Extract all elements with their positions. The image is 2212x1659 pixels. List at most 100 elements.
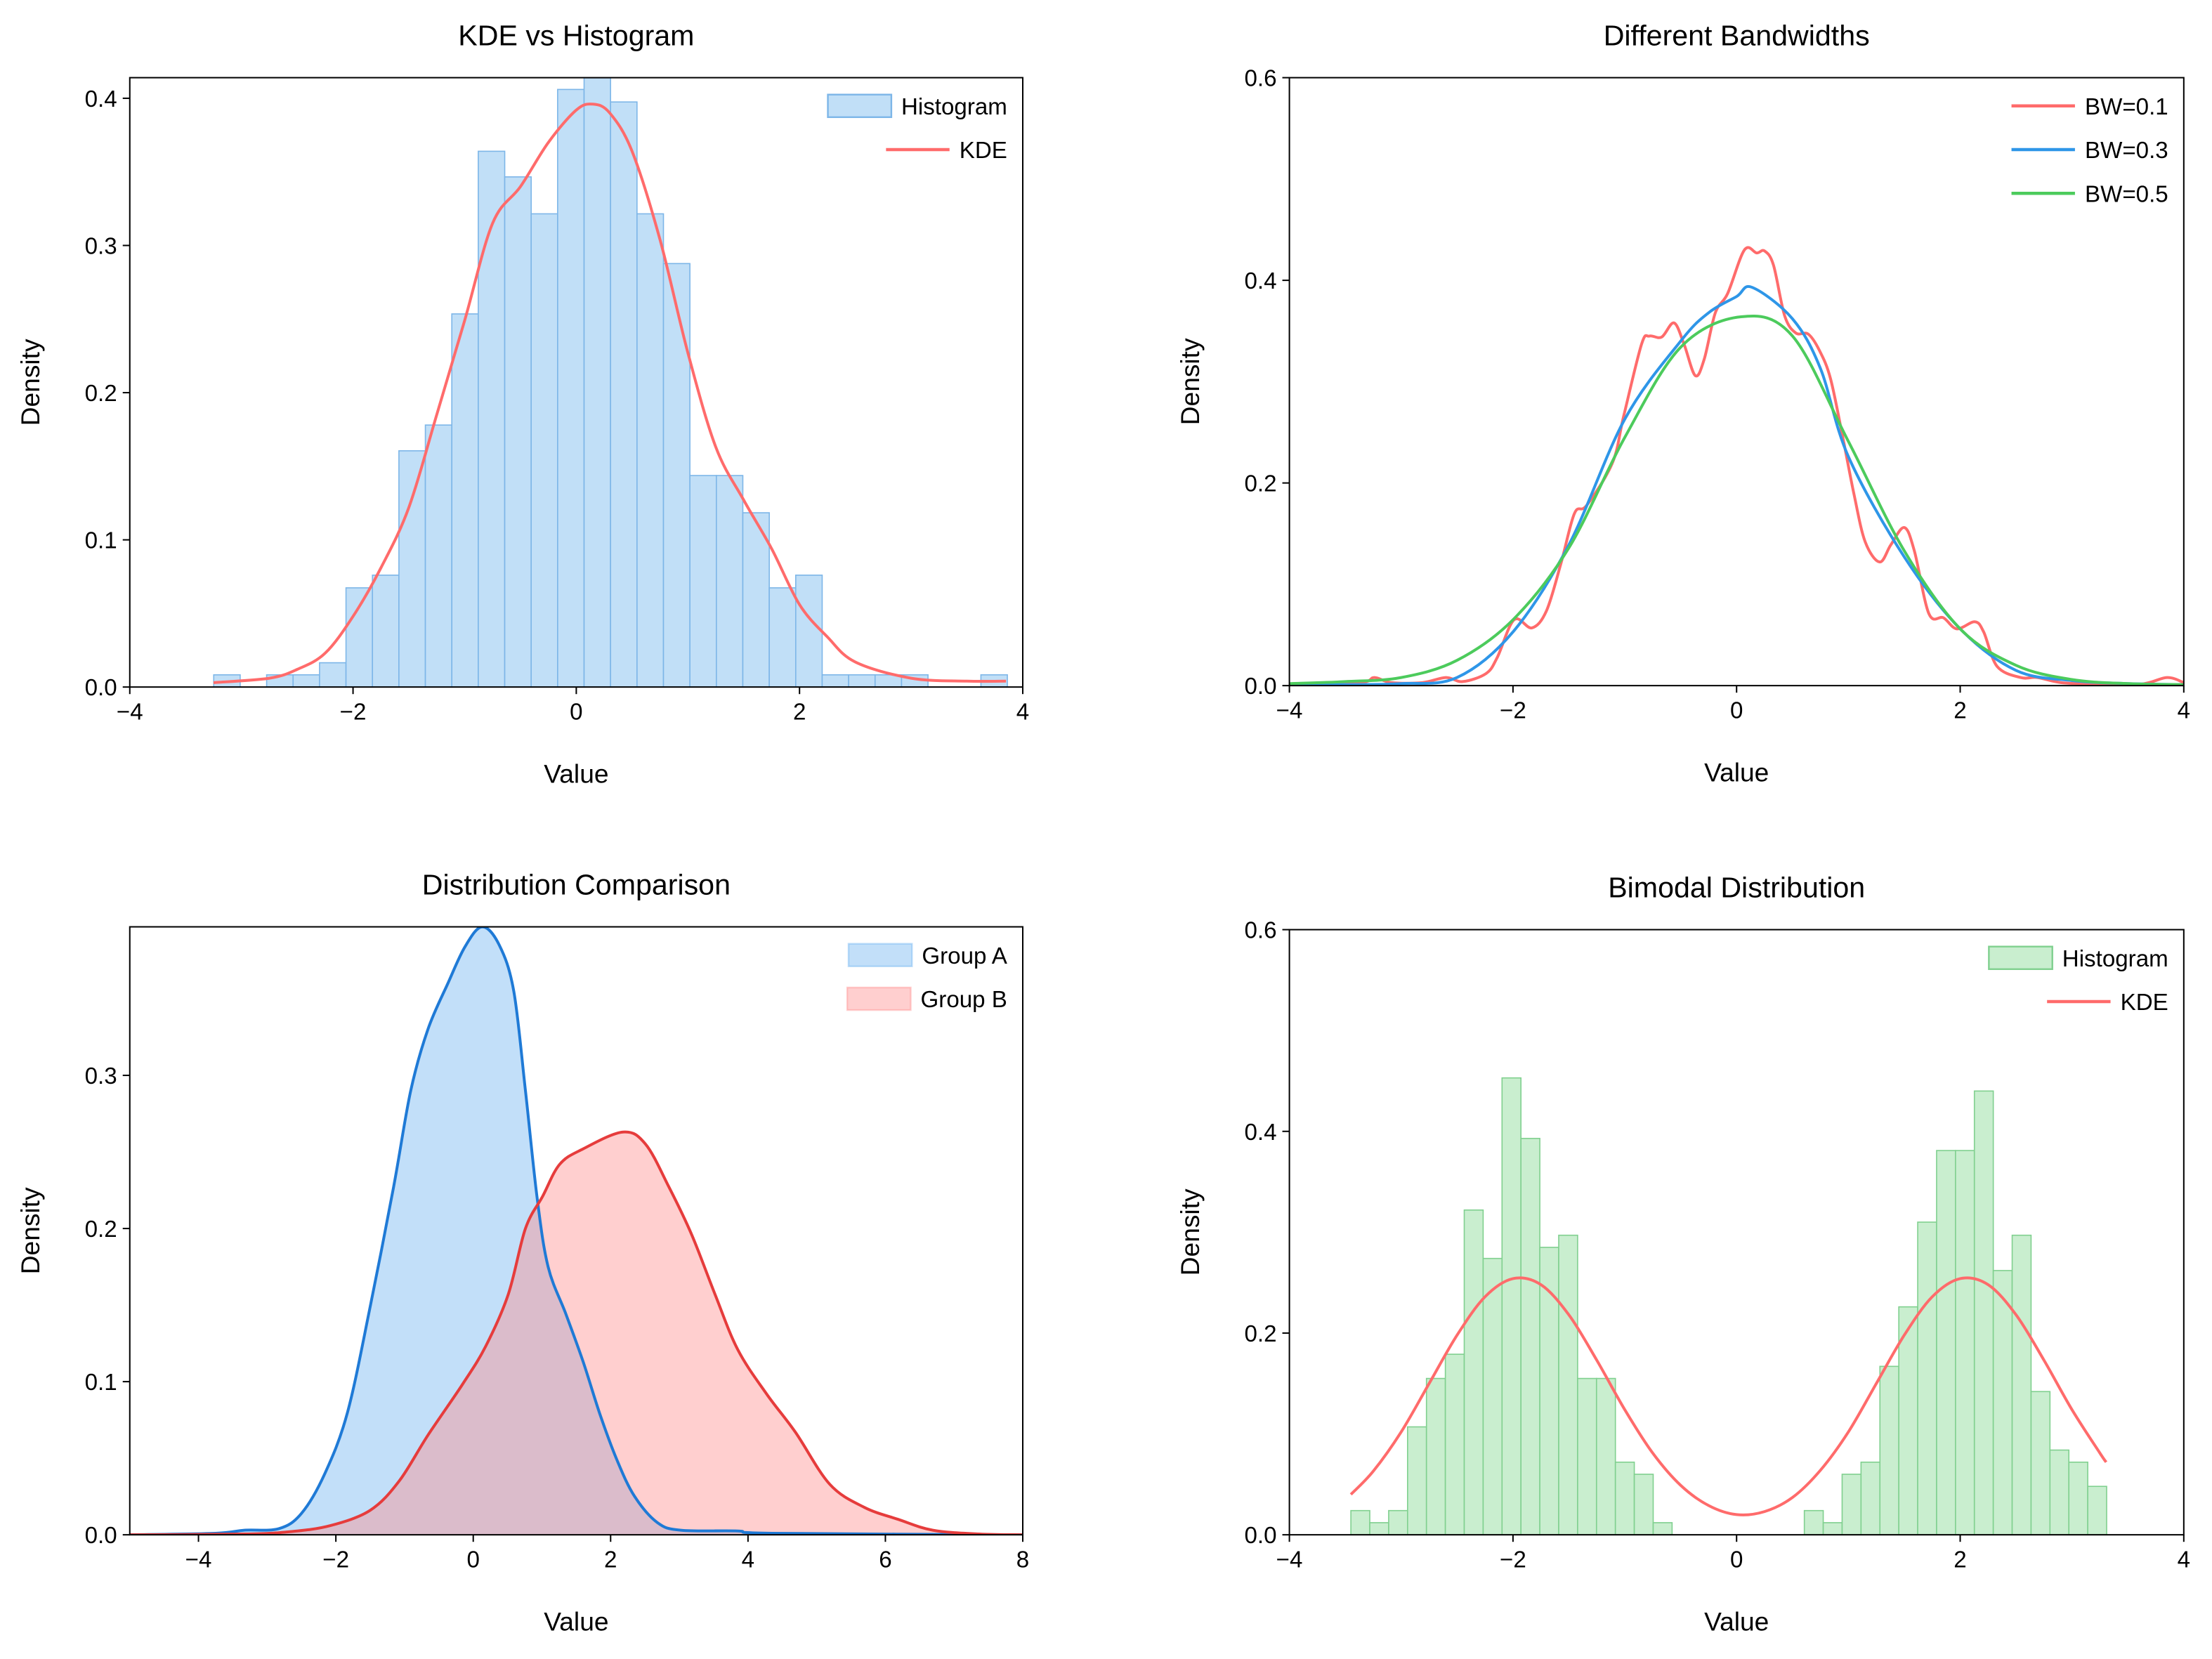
histogram-bar xyxy=(2030,1391,2051,1535)
y-tick-label: 0.0 xyxy=(85,675,117,701)
legend: Histogram KDE xyxy=(827,93,1007,164)
legend-patch xyxy=(827,93,893,119)
histogram-bar xyxy=(1841,1474,1862,1535)
legend-label: Group B xyxy=(921,987,1007,1013)
x-tick-label: 4 xyxy=(2178,697,2190,723)
chart-title: Distribution Comparison xyxy=(422,868,731,900)
x-tick-label: −4 xyxy=(117,699,143,725)
chart-distribution-comparison: −4 −2 0 2 4 6 8 0.0 0.1 0.2 0.3 Distribution Compar… xyxy=(15,868,1029,1636)
histogram-bar xyxy=(742,512,770,688)
x-tick-label: 4 xyxy=(2178,1547,2190,1573)
histogram-bar xyxy=(424,424,453,688)
y-axis-label: Density xyxy=(1175,1188,1205,1276)
y-tick-label: 0.2 xyxy=(1244,1321,1276,1347)
chart-title: Bimodal Distribution xyxy=(1608,871,1865,903)
y-tick-label: 0.0 xyxy=(1244,1523,1276,1549)
legend-item: Group B xyxy=(846,986,1007,1013)
histogram-bar xyxy=(848,674,876,688)
legend-label: KDE xyxy=(2121,990,2168,1016)
legend-patch xyxy=(1988,945,2053,971)
histogram-bar xyxy=(821,674,849,688)
histogram-bar xyxy=(1652,1522,1673,1535)
legend-item: Histogram xyxy=(827,93,1007,120)
histogram-bar xyxy=(1577,1377,1597,1535)
legend-patch xyxy=(846,986,912,1011)
y-tick-label: 0.6 xyxy=(1244,918,1276,944)
histogram-bar xyxy=(1520,1138,1540,1535)
y-tick-label: 0.4 xyxy=(85,86,117,112)
plot-area xyxy=(1289,246,2184,686)
y-tick-label: 0.2 xyxy=(85,1217,117,1242)
legend-label: KDE xyxy=(960,138,1007,164)
x-tick-label: −2 xyxy=(322,1547,349,1573)
x-tick-label: 4 xyxy=(742,1547,754,1573)
histogram-bar xyxy=(1614,1461,1635,1535)
histogram-bar xyxy=(1936,1150,1956,1535)
histogram-bar xyxy=(319,662,347,688)
x-tick-label: 4 xyxy=(1016,699,1029,725)
histogram-bar xyxy=(1822,1522,1843,1535)
histogram-bar xyxy=(1463,1209,1484,1535)
x-tick-label: −2 xyxy=(1500,1547,1526,1573)
histogram-bar xyxy=(2049,1449,2070,1535)
x-tick-label: −4 xyxy=(1276,1547,1303,1573)
x-axis-label: Value xyxy=(1704,1607,1769,1637)
histogram-bar xyxy=(1860,1461,1881,1535)
histogram-bar xyxy=(1992,1270,2013,1535)
histogram-bar xyxy=(610,101,638,688)
histogram-bar xyxy=(1407,1426,1427,1535)
x-tick-label: 0 xyxy=(570,699,582,725)
series-area-group-a xyxy=(129,926,1023,1535)
legend-label: Group A xyxy=(922,943,1007,969)
histogram-bar xyxy=(1955,1150,1975,1535)
chart-different-bandwidths: −4 −2 0 2 4 0.0 0.2 0.4 0.6 Different Bandwidths V… xyxy=(1175,19,2190,787)
histogram-bar xyxy=(768,587,797,688)
legend: BW=0.1 BW=0.3 BW=0.5 xyxy=(2011,94,2168,207)
x-axis-label: Value xyxy=(1704,758,1769,787)
chart-title: Different Bandwidths xyxy=(1604,19,1870,51)
x-tick-label: 8 xyxy=(1016,1547,1029,1573)
histogram-bar xyxy=(794,575,823,688)
histogram-bar xyxy=(689,475,717,688)
plot-area xyxy=(1349,1077,2108,1535)
histogram-bar xyxy=(1539,1247,1559,1535)
legend-item: KDE xyxy=(2047,990,2168,1016)
x-tick-label: −2 xyxy=(340,699,367,725)
histogram-bar xyxy=(1917,1221,1937,1535)
histogram-bar xyxy=(1350,1509,1370,1535)
legend-item: BW=0.1 xyxy=(2011,94,2168,120)
histogram-bar xyxy=(372,575,400,688)
histogram-bar xyxy=(1558,1234,1578,1535)
plot-area xyxy=(213,77,1008,688)
series-line-kde xyxy=(213,103,1007,684)
y-axis-label: Density xyxy=(15,1187,45,1274)
y-tick-label: 0.1 xyxy=(85,528,117,554)
histogram-bar xyxy=(1369,1522,1389,1535)
y-tick-label: 0.2 xyxy=(85,381,117,407)
chart-kde-vs-histogram: −4 −2 0 2 4 0.0 0.1 0.2 0.3 0.4 KDE vs Histogram Va… xyxy=(15,19,1029,788)
y-tick-label: 0.0 xyxy=(85,1523,117,1549)
axes-frame xyxy=(129,926,1024,1536)
x-axis-label: Value xyxy=(544,1607,608,1637)
histogram-bar xyxy=(636,213,665,688)
series-line-group-b xyxy=(129,1130,1023,1535)
x-tick-label: 0 xyxy=(466,1547,479,1573)
plot-area xyxy=(129,926,1023,1535)
legend-item: Histogram xyxy=(1988,945,2168,972)
x-tick-label: 0 xyxy=(1730,1547,1743,1573)
histogram-bar xyxy=(662,263,691,688)
histogram-bar xyxy=(504,176,532,688)
x-tick-label: 2 xyxy=(793,699,806,725)
x-tick-label: 2 xyxy=(1954,697,1966,723)
histogram-bar xyxy=(1595,1377,1616,1535)
series-line-kde xyxy=(1349,1276,2108,1516)
histogram-bar xyxy=(1501,1077,1521,1535)
chart-title: KDE vs Histogram xyxy=(458,19,694,51)
series-line-bw-0-5 xyxy=(1289,315,2184,686)
histogram-bar xyxy=(583,77,611,688)
y-tick-label: 0.3 xyxy=(85,1063,117,1089)
y-axis-label: Density xyxy=(15,339,45,426)
histogram-bar xyxy=(1898,1306,1918,1535)
histogram-bar xyxy=(398,450,426,688)
